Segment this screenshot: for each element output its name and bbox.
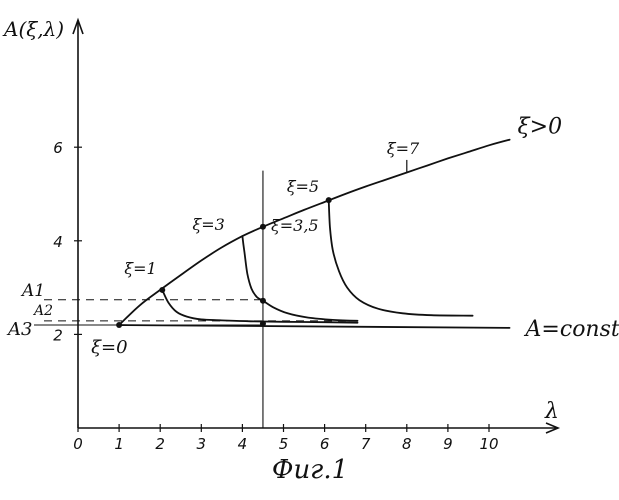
x-tick-label: 8 <box>402 435 412 453</box>
y-tick-label: 6 <box>53 139 63 157</box>
annotation-label: ξ=0 <box>91 337 127 358</box>
x-axis-label: λ <box>544 399 559 424</box>
figure-caption: Фиг.1 <box>272 455 348 485</box>
data-point <box>326 197 332 203</box>
x-tick-label: 3 <box>197 435 207 453</box>
annotation-label: ξ=3,5 <box>271 216 319 235</box>
series-line-1 <box>119 325 509 328</box>
x-tick-label: 2 <box>155 435 165 453</box>
x-tick-label: 5 <box>279 435 289 453</box>
data-point <box>260 224 266 230</box>
data-point <box>116 322 122 328</box>
annotation-label: A=const <box>524 317 619 342</box>
x-tick-label: 10 <box>479 435 498 453</box>
annotation-label: ξ=7 <box>387 139 420 158</box>
x-tick-label: 7 <box>361 435 371 453</box>
data-point <box>260 321 266 327</box>
reference-label-a1: A1 <box>20 281 45 301</box>
annotation-label: ξ=3 <box>192 215 224 234</box>
series-line-2 <box>162 290 357 323</box>
series-line-4 <box>329 200 473 316</box>
annotation-label: ξ=1 <box>124 259 156 278</box>
x-tick-label: 9 <box>443 435 453 453</box>
data-point <box>260 298 266 304</box>
reference-label-a3: A3 <box>6 319 32 340</box>
y-tick-label: 4 <box>53 233 63 251</box>
data-point <box>159 287 165 293</box>
x-tick-label: 0 <box>73 435 83 453</box>
x-tick-label: 4 <box>238 435 248 453</box>
x-tick-label: 6 <box>320 435 330 453</box>
series-line-3 <box>242 236 357 321</box>
annotation-label: ξ=5 <box>287 177 319 196</box>
x-tick-label: 1 <box>114 435 124 453</box>
y-tick-label: 2 <box>53 326 63 344</box>
y-axis-label: A(ξ,λ) <box>2 17 64 41</box>
reference-label-a2: A2 <box>32 303 53 319</box>
annotation-label: ξ>0 <box>518 115 563 140</box>
